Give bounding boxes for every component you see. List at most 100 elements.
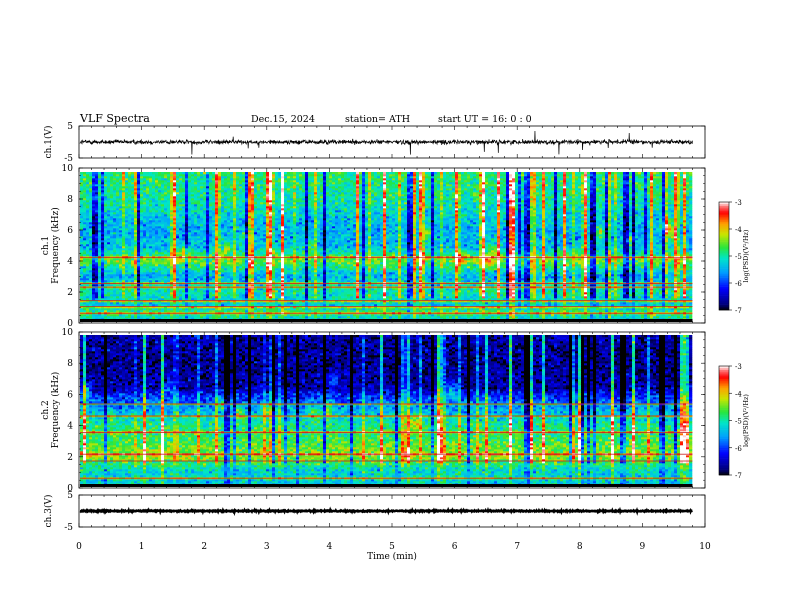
colorbar-cell — [719, 457, 729, 459]
colorbar-tick-label: -7 — [735, 472, 742, 480]
colorbar-cell — [719, 204, 729, 206]
colorbar-cell — [719, 413, 729, 415]
colorbar-cell — [719, 431, 729, 433]
colorbar-cell — [719, 279, 729, 281]
colorbar-cell — [719, 261, 729, 263]
colorbar-cell — [719, 440, 729, 442]
y-tick-label: 8 — [67, 359, 73, 369]
colorbar-cell — [719, 207, 729, 209]
colorbar-cell — [719, 424, 729, 426]
colorbar-cell — [719, 283, 729, 285]
colorbar-cell — [719, 410, 729, 412]
colorbar-cell — [719, 450, 729, 452]
colorbar-cell — [719, 444, 729, 446]
colorbar-cell — [719, 377, 729, 379]
colorbar-cell — [719, 245, 729, 247]
colorbar-cell — [719, 415, 729, 417]
colorbar-cell — [719, 292, 729, 294]
colorbar-cell — [719, 260, 729, 262]
y-tick-label: 2 — [67, 453, 73, 463]
colorbar-cell — [719, 206, 729, 208]
colorbar-cell — [719, 393, 729, 395]
colorbar-cell — [719, 231, 729, 233]
colorbar-cell — [719, 263, 729, 265]
y-axis-label: Frequency (kHz) — [50, 372, 61, 449]
x-tick-label: 7 — [514, 542, 520, 552]
colorbar-cell — [719, 225, 729, 227]
x-tick-label: 2 — [201, 542, 207, 552]
colorbar-cell — [719, 437, 729, 439]
colorbar-cell — [719, 267, 729, 269]
colorbar-cell — [719, 368, 729, 370]
colorbar-cell — [719, 251, 729, 253]
colorbar-cell — [719, 252, 729, 254]
colorbar-cell — [719, 371, 729, 373]
colorbar-cell — [719, 430, 729, 432]
colorbar-cell — [719, 227, 729, 229]
colorbar-cell — [719, 433, 729, 435]
colorbar-tick-label: -5 — [735, 253, 742, 261]
low-frequency-band — [80, 484, 692, 487]
colorbar-cell — [719, 366, 729, 368]
colorbar-cell — [719, 269, 729, 271]
colorbar-cell — [719, 218, 729, 220]
y-axis-label: ch.3(V) — [43, 495, 54, 528]
y-axis-label: ch.1 — [41, 236, 51, 255]
y-axis-label: ch.2 — [41, 400, 51, 419]
colorbar-cell — [719, 466, 729, 468]
colorbar-tick-label: -3 — [735, 363, 742, 371]
colorbar-cell — [719, 265, 729, 267]
colorbar-cell — [719, 399, 729, 401]
colorbar-cell — [719, 384, 729, 386]
colorbar-cell — [719, 297, 729, 299]
y-tick-label: 6 — [67, 226, 73, 236]
x-tick-label: 4 — [327, 542, 333, 552]
colorbar-cell — [719, 428, 729, 430]
colorbar-cell — [719, 288, 729, 290]
colorbar-cell — [719, 234, 729, 236]
colorbar-cell — [719, 464, 729, 466]
x-tick-label: 3 — [264, 542, 270, 552]
x-tick-label: 10 — [699, 542, 711, 552]
colorbar-cell — [719, 256, 729, 258]
colorbar-cell — [719, 404, 729, 406]
colorbar-cell — [719, 220, 729, 222]
y-tick-label: 4 — [67, 257, 73, 267]
colorbar-cell — [719, 370, 729, 372]
x-tick-label: 5 — [389, 542, 395, 552]
spectrogram-cells — [80, 335, 692, 487]
colorbar-cell — [719, 468, 729, 470]
waveform-trace — [80, 510, 692, 512]
colorbar-cell — [719, 470, 729, 472]
colorbar-cell — [719, 408, 729, 410]
colorbar-cell — [719, 274, 729, 276]
colorbar-cell — [719, 296, 729, 298]
colorbar-cell — [719, 471, 729, 473]
colorbar-cell — [719, 306, 729, 308]
colorbar-cell — [719, 247, 729, 249]
x-tick-label: 8 — [577, 542, 583, 552]
y-tick-label: -5 — [64, 154, 73, 164]
y-tick-label: 2 — [67, 288, 73, 298]
colorbar-cell — [719, 299, 729, 301]
colorbar-cell — [719, 406, 729, 408]
colorbar-cell — [719, 254, 729, 256]
colorbar-cell — [719, 448, 729, 450]
y-tick-label: -5 — [64, 523, 73, 533]
y-tick-label: 10 — [62, 164, 74, 174]
y-tick-label: 8 — [67, 195, 73, 205]
colorbar-cell — [719, 238, 729, 240]
y-tick-label: 10 — [62, 328, 74, 338]
x-tick-label: 6 — [452, 542, 458, 552]
colorbar-cell — [719, 249, 729, 251]
colorbar-label: log(PSD)(V²/Hz) — [742, 394, 750, 447]
colorbar-cell — [719, 460, 729, 462]
colorbar-cell — [719, 301, 729, 303]
colorbar-cell — [719, 236, 729, 238]
